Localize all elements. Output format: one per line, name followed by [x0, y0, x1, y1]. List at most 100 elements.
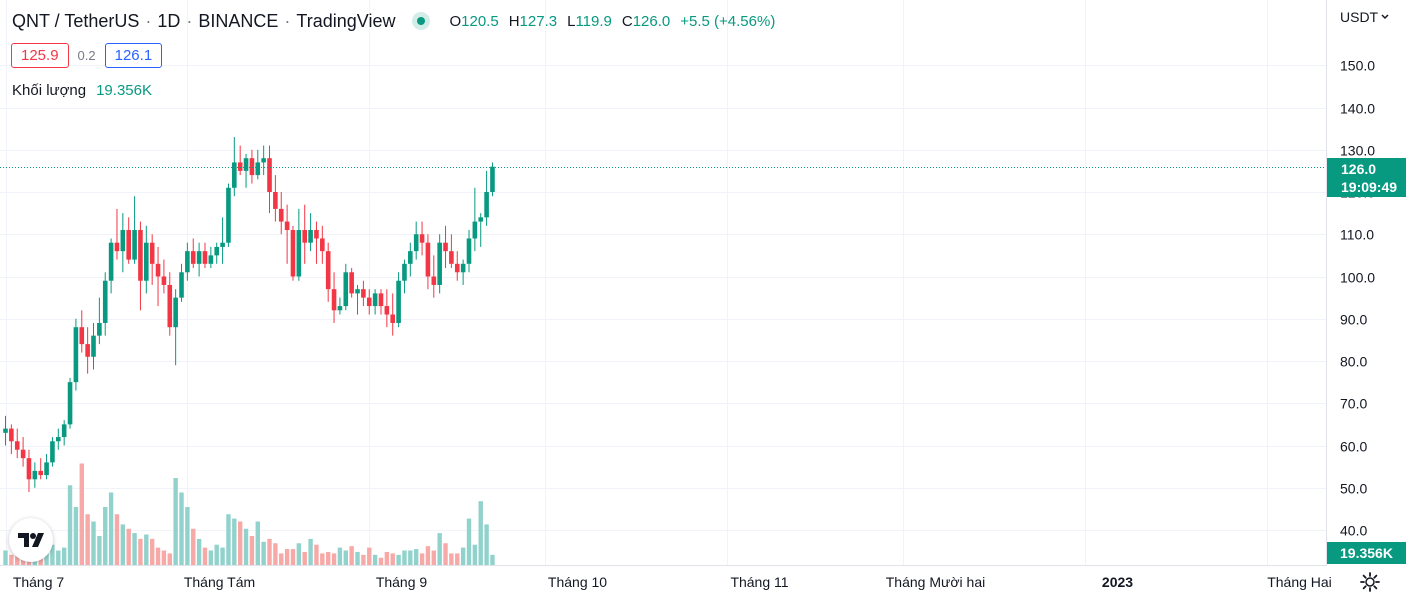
volume-bar [179, 492, 184, 565]
volume-bar [185, 507, 190, 565]
candle-body [61, 424, 67, 438]
candle-body [9, 428, 14, 442]
volume-bar [220, 547, 225, 565]
candle-body [79, 327, 85, 345]
gear-icon[interactable] [1359, 571, 1381, 593]
candle-body [132, 230, 137, 260]
volume-bar [108, 492, 114, 565]
volume-bar [161, 550, 167, 565]
high-label: H [508, 12, 520, 30]
volume-bar [431, 550, 436, 565]
candle-body [290, 230, 296, 277]
candle-body [308, 230, 313, 243]
volume-bar [202, 547, 208, 565]
volume-bar [337, 547, 343, 565]
time-tick-label: Tháng Mười hai [886, 574, 985, 590]
candle-body [284, 221, 290, 231]
price-tick-label: 50.0 [1340, 481, 1367, 497]
volume-bar [97, 536, 102, 565]
volume-bar [490, 554, 495, 565]
volume-bar [396, 554, 401, 565]
chart-legend-header[interactable]: QNT / TetherUS · 1D · BINANCE · TradingV… [12, 9, 775, 33]
candlesticks[interactable] [3, 137, 495, 492]
bid-price-button[interactable]: 125.9 [11, 43, 69, 68]
tradingview-logo-icon[interactable] [9, 518, 53, 562]
volume-bar [138, 538, 143, 565]
candle-body [408, 251, 413, 264]
volume-bar [419, 553, 425, 565]
time-tick-label: Tháng Tám [184, 574, 255, 590]
volume-bar [413, 549, 419, 565]
volume-bar [103, 507, 108, 565]
market-status-icon[interactable] [417, 17, 426, 25]
candle-body [320, 238, 325, 252]
separator: · [145, 10, 152, 31]
volume-legend[interactable]: Khối lượng 19.356K [12, 82, 152, 99]
volume-bar [261, 541, 266, 565]
candle-body [419, 234, 425, 243]
candle-body [67, 382, 73, 425]
candle-body [185, 251, 190, 273]
candle-body [296, 230, 302, 277]
time-axis[interactable]: Tháng 7 Tháng Tám Tháng 9 Tháng 10 Tháng 11 T… [13, 574, 1332, 590]
volume-bar [20, 557, 26, 565]
volume-bar [191, 528, 196, 565]
currency-selector[interactable]: USDT [1340, 9, 1389, 25]
interval[interactable]: 1D [157, 10, 181, 31]
volume-bar [255, 521, 260, 565]
currency-label: USDT [1340, 9, 1379, 25]
candle-body [149, 242, 155, 264]
exchange: BINANCE [198, 10, 279, 31]
price-axis[interactable]: 40.050.060.070.080.090.0100.0110.0120.01… [1340, 58, 1375, 539]
open-label: O [449, 12, 462, 30]
volume-bar [320, 553, 325, 565]
candle-body [478, 217, 484, 222]
volume-bar [455, 553, 460, 565]
volume-bar [466, 518, 472, 565]
volume-bar [208, 550, 214, 565]
volume-bar [120, 524, 126, 565]
volume-bar [425, 546, 431, 565]
bar-countdown: 19:09:49 [1341, 178, 1398, 195]
low-label: L [567, 12, 576, 30]
volume-bar [296, 543, 302, 565]
bid-ask-panel: 125.9 0.2 126.1 [11, 43, 163, 68]
volume-bars [3, 463, 495, 565]
time-tick-label: Tháng 10 [548, 574, 607, 590]
symbol-name[interactable]: QNT / TetherUS [12, 10, 140, 31]
candle-body [337, 306, 343, 311]
ask-price-button[interactable]: 126.1 [104, 43, 163, 68]
candle-body [202, 251, 208, 264]
candle-body [190, 251, 196, 264]
volume-bar [402, 550, 407, 565]
volume-bar [173, 478, 178, 565]
change-value: +5.5 (+4.56%) [680, 12, 776, 30]
candle-body [144, 242, 149, 281]
volume-bar [44, 551, 49, 565]
candle-body [273, 192, 278, 209]
volume-bar [349, 546, 354, 565]
volume-bar [132, 533, 137, 565]
candle-body [325, 251, 331, 290]
candle-body [466, 238, 472, 264]
volume-bar [331, 553, 337, 565]
volume-tag: 19.356K [1327, 542, 1406, 564]
price-tick-label: 140.0 [1340, 101, 1375, 117]
price-tick-label: 80.0 [1340, 354, 1367, 370]
volume-bar [384, 551, 390, 565]
volume-bar [460, 547, 466, 565]
candle-body [390, 314, 396, 323]
ohlc-values: O120.5 H127.3 L119.9 C126.0 +5.5 (+4.56%… [449, 13, 775, 30]
candle-body [91, 335, 96, 357]
volume-bar [67, 485, 73, 565]
time-tick-label: 2023 [1102, 574, 1133, 590]
last-price-value: 126.0 [1341, 160, 1377, 177]
volume-bar [15, 556, 20, 565]
price-tick-label: 110.0 [1340, 227, 1374, 243]
candle-body [102, 280, 108, 323]
candle-body [120, 230, 126, 252]
candle-body [126, 230, 132, 260]
candle-body [44, 462, 49, 476]
volume-bar [390, 553, 395, 565]
volume-bar [279, 553, 284, 565]
